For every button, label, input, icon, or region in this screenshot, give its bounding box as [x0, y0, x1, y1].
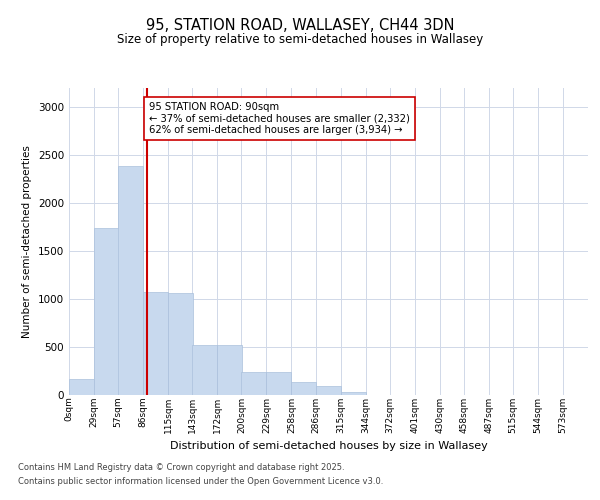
Bar	[292, 382, 316, 395]
Bar	[341, 392, 365, 395]
Bar	[143, 292, 168, 395]
Text: Size of property relative to semi-detached houses in Wallasey: Size of property relative to semi-detach…	[117, 32, 483, 46]
Bar	[316, 386, 341, 395]
Text: 95, STATION ROAD, WALLASEY, CH44 3DN: 95, STATION ROAD, WALLASEY, CH44 3DN	[146, 18, 454, 32]
Bar	[69, 378, 94, 395]
Bar	[168, 293, 193, 395]
Bar	[192, 345, 217, 395]
Bar	[217, 345, 242, 395]
Bar	[118, 166, 143, 395]
Bar	[241, 372, 266, 395]
Y-axis label: Number of semi-detached properties: Number of semi-detached properties	[22, 145, 32, 338]
Text: Contains public sector information licensed under the Open Government Licence v3: Contains public sector information licen…	[18, 478, 383, 486]
Bar	[266, 372, 292, 395]
Text: 95 STATION ROAD: 90sqm
← 37% of semi-detached houses are smaller (2,332)
62% of : 95 STATION ROAD: 90sqm ← 37% of semi-det…	[149, 102, 410, 135]
X-axis label: Distribution of semi-detached houses by size in Wallasey: Distribution of semi-detached houses by …	[170, 441, 487, 451]
Bar	[94, 228, 119, 395]
Text: Contains HM Land Registry data © Crown copyright and database right 2025.: Contains HM Land Registry data © Crown c…	[18, 462, 344, 471]
